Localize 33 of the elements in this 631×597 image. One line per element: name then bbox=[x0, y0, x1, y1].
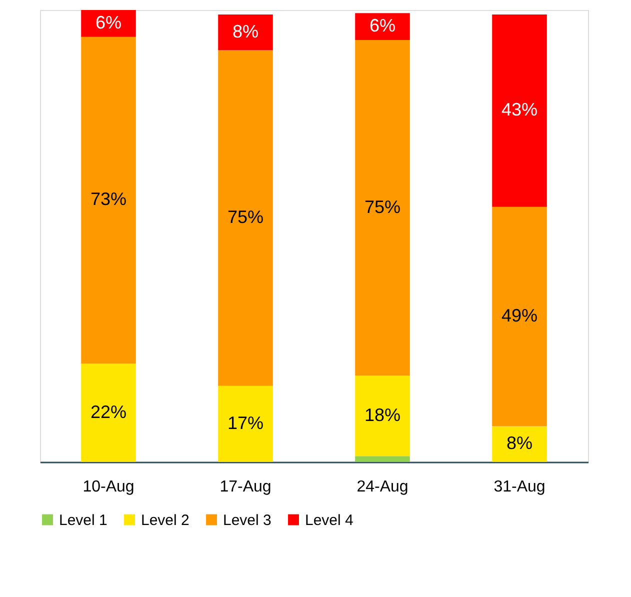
data-label: 6% bbox=[369, 16, 396, 36]
legend-label: Level 4 bbox=[305, 512, 354, 529]
legend-label: Level 1 bbox=[59, 512, 108, 529]
data-label: 49% bbox=[501, 306, 538, 326]
bar bbox=[355, 13, 410, 40]
data-label: 17% bbox=[227, 412, 264, 433]
x-tick-label: 10-Aug bbox=[82, 478, 134, 496]
data-label: 43% bbox=[501, 100, 538, 120]
bar bbox=[81, 10, 136, 37]
bar bbox=[355, 40, 410, 376]
data-label: 8% bbox=[232, 21, 259, 42]
data-label: 18% bbox=[364, 404, 401, 425]
bar bbox=[218, 14, 273, 50]
bar bbox=[355, 456, 410, 462]
legend-label: Level 2 bbox=[141, 512, 190, 529]
bar bbox=[492, 426, 547, 462]
bar bbox=[81, 36, 136, 364]
x-tick-label: 17-Aug bbox=[220, 478, 272, 496]
bar bbox=[81, 364, 136, 462]
data-label: 73% bbox=[90, 189, 127, 210]
data-label: 8% bbox=[506, 433, 533, 454]
data-label: 22% bbox=[90, 402, 127, 422]
bar bbox=[355, 376, 410, 456]
bar bbox=[218, 386, 273, 462]
legend-label: Level 3 bbox=[223, 512, 272, 529]
x-tick-label: 24-Aug bbox=[356, 478, 408, 496]
x-tick-label: 31-Aug bbox=[494, 478, 546, 496]
data-label: 75% bbox=[227, 207, 264, 228]
bar bbox=[218, 50, 273, 386]
data-label: 75% bbox=[364, 196, 401, 217]
bar bbox=[492, 206, 547, 426]
data-label: 6% bbox=[95, 12, 122, 32]
bar bbox=[492, 14, 547, 207]
